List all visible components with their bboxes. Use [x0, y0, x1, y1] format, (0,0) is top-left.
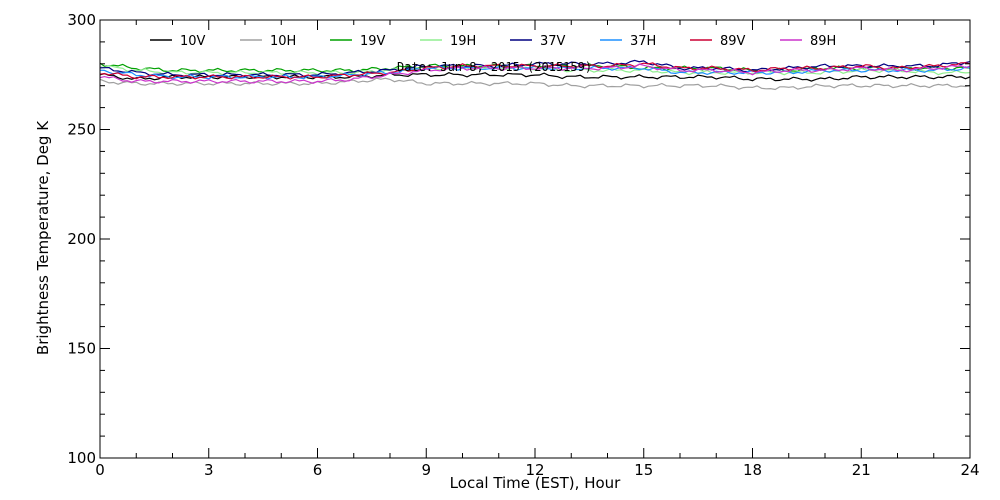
x-tick-label: 12 [525, 461, 544, 479]
y-axis-label: Brightness Temperature, Deg K [34, 120, 52, 355]
legend-label-19h: 19H [450, 34, 476, 49]
x-axis-label: Local Time (EST), Hour [450, 474, 621, 492]
y-tick-label: 300 [67, 11, 96, 29]
legend-label-89h: 89H [810, 34, 836, 49]
legend-label-10h: 10H [270, 34, 296, 49]
x-tick-label: 18 [743, 461, 762, 479]
x-tick-label: 9 [421, 461, 431, 479]
y-tick-label: 150 [67, 340, 96, 358]
series-line-37v [99, 59, 971, 78]
x-tick-label: 21 [852, 461, 871, 479]
date-annotation: Date: Jun 8, 2015 (2015159) [397, 60, 592, 74]
legend-label-19v: 19V [360, 34, 386, 49]
series-line-10h [99, 77, 971, 91]
plot-lines [99, 59, 971, 91]
y-tick-label: 100 [67, 449, 96, 467]
series-line-89h [99, 63, 971, 84]
x-tick-label: 0 [95, 461, 105, 479]
x-tick-label: 6 [313, 461, 323, 479]
legend-label-89v: 89V [720, 34, 746, 49]
legend: 10V 10H 19V 19H 37V 37H 89V 89H [150, 34, 836, 49]
legend-label-37h: 37H [630, 34, 656, 49]
axis-ticks: 0 3 6 9 12 15 18 21 24 100 150 200 250 300 [67, 11, 979, 479]
x-tick-label: 24 [960, 461, 979, 479]
legend-label-37v: 37V [540, 34, 566, 49]
x-tick-label: 15 [634, 461, 653, 479]
y-tick-label: 250 [67, 121, 96, 139]
y-tick-label: 200 [67, 230, 96, 248]
legend-label-10v: 10V [180, 34, 206, 49]
x-tick-label: 3 [204, 461, 214, 479]
